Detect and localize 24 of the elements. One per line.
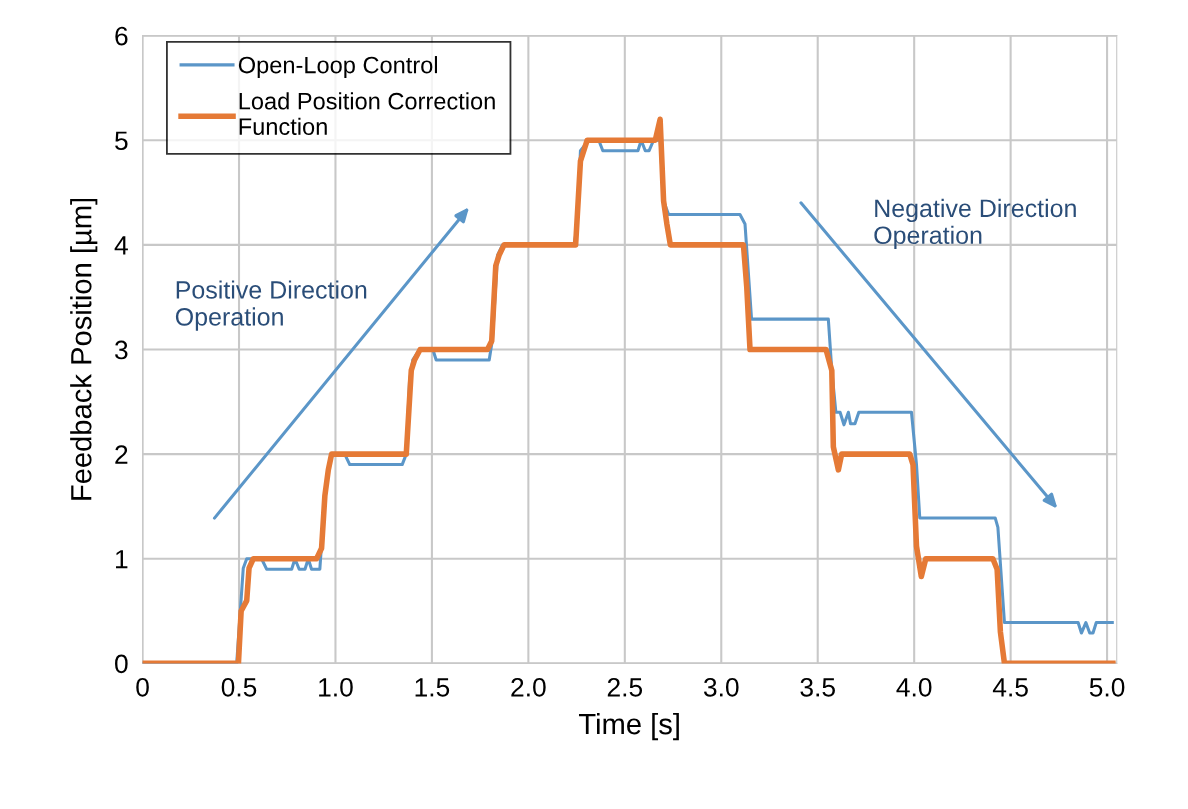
x-tick-label: 0.5 xyxy=(221,677,257,697)
annotation: Negative Direction Operation xyxy=(874,198,1076,250)
x-tick-label: 4.5 xyxy=(992,678,1028,697)
y-tick-label: 3 xyxy=(115,340,128,360)
y-tick-label: 5 xyxy=(115,131,128,151)
y-axis-title: Feedback Position [µm] xyxy=(70,198,98,500)
x-tick-label: 2.0 xyxy=(511,677,546,697)
x-tick-label: 5.0 xyxy=(1089,677,1125,697)
y-tick-label: 6 xyxy=(115,26,128,46)
x-tick-label: 0 xyxy=(136,677,149,697)
y-tick-label: 2 xyxy=(115,445,128,464)
x-tick-label: 1.5 xyxy=(415,678,450,697)
y-tick-label: 0 xyxy=(115,654,128,674)
x-tick-label: 2.5 xyxy=(607,677,643,697)
x-tick-label: 3.0 xyxy=(703,677,739,697)
legend-label: Open-Loop Control xyxy=(238,56,437,79)
annotation: Positive Direction Operation xyxy=(175,280,367,331)
y-tick-label: 1 xyxy=(116,550,128,569)
y-tick-label: 4 xyxy=(114,236,128,255)
x-tick-label: 1.0 xyxy=(319,677,353,697)
x-tick-label: 3.5 xyxy=(800,677,835,697)
x-axis-title: Time [s] xyxy=(578,712,679,741)
legend-label: Load Position Correction Function xyxy=(239,92,495,135)
x-tick-label: 4.0 xyxy=(896,677,932,697)
